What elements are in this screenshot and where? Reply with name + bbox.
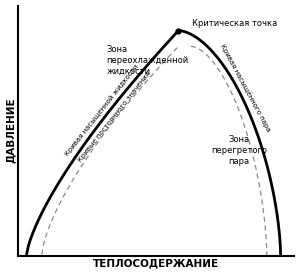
Text: Зона
перегретого
пара: Зона перегретого пара bbox=[211, 135, 267, 166]
Text: Кривая насыщённого пара: Кривая насыщённого пара bbox=[219, 42, 272, 132]
Text: Кривая насыщенной жидкости: Кривая насыщенной жидкости bbox=[64, 63, 140, 157]
Text: Зона
переохлажденной
жидкости: Зона переохлажденной жидкости bbox=[107, 45, 189, 76]
Text: Критическая точка: Критическая точка bbox=[192, 19, 278, 28]
Text: Кривые постоянного значения: Кривые постоянного значения bbox=[77, 71, 152, 163]
Y-axis label: ДАВЛЕНИЕ: ДАВЛЕНИЕ bbox=[6, 98, 16, 163]
X-axis label: ТЕПЛОСОДЕРЖАНИЕ: ТЕПЛОСОДЕРЖАНИЕ bbox=[93, 258, 220, 269]
